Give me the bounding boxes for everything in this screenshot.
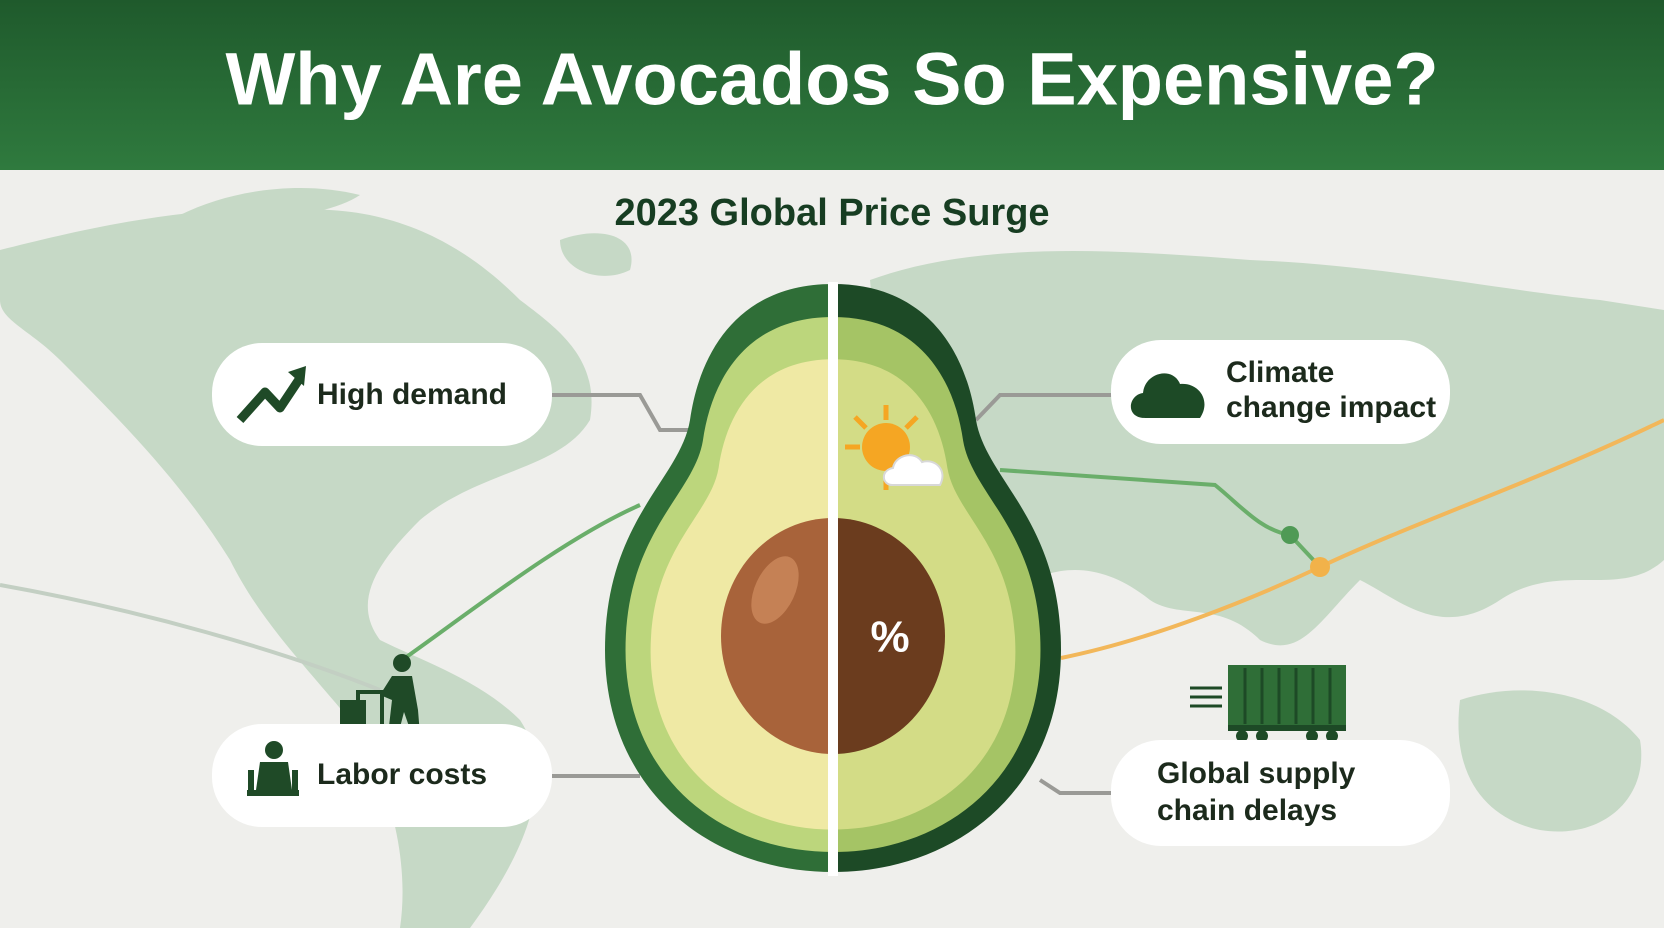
- percent-symbol: %: [870, 613, 909, 662]
- card-high-demand: High demand: [212, 343, 552, 446]
- card-label: change impact: [1226, 391, 1436, 424]
- card-label: High demand: [317, 378, 507, 411]
- card-label: Labor costs: [317, 758, 487, 791]
- card-label: Global supply: [1157, 757, 1356, 790]
- pit-left: [721, 518, 833, 754]
- header-band: [0, 0, 1664, 170]
- title: Why Are Avocados So Expensive?: [225, 38, 1438, 121]
- card-label: chain delays: [1157, 794, 1337, 827]
- card-labor: Labor costs: [212, 724, 552, 827]
- weather-icon: [845, 405, 944, 490]
- pit-right: [833, 518, 945, 754]
- card-label: Climate: [1226, 356, 1334, 389]
- subtitle: 2023 Global Price Surge: [614, 192, 1049, 234]
- container-icon: [1190, 665, 1346, 742]
- card-supply: Global supply chain delays: [1111, 740, 1450, 846]
- divider: [828, 282, 838, 876]
- routes: [0, 393, 1664, 795]
- card-climate: Climate change impact: [1111, 340, 1450, 444]
- worker-icon: [340, 654, 420, 736]
